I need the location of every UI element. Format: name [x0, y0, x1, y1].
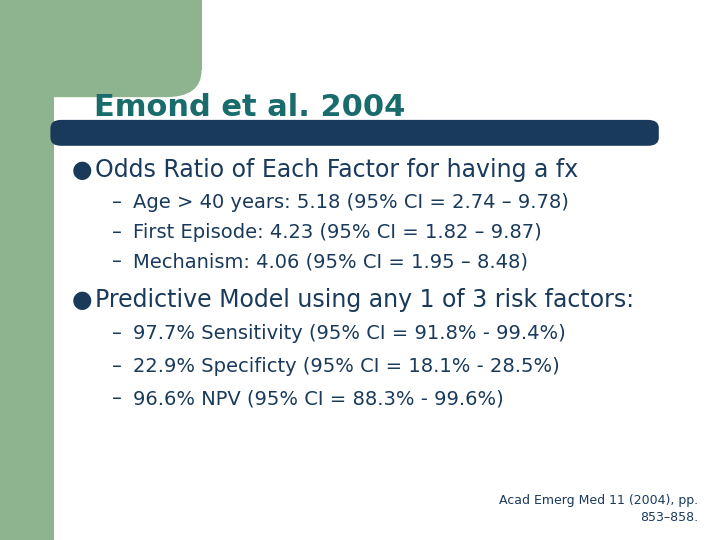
FancyBboxPatch shape — [0, 0, 202, 97]
Text: –: – — [112, 389, 122, 408]
Text: 22.9% Specificty (95% CI = 18.1% - 28.5%): 22.9% Specificty (95% CI = 18.1% - 28.5%… — [133, 356, 560, 376]
Text: –: – — [112, 252, 122, 272]
Text: ●: ● — [72, 288, 93, 312]
Text: Mechanism: 4.06 (95% CI = 1.95 – 8.48): Mechanism: 4.06 (95% CI = 1.95 – 8.48) — [133, 252, 528, 272]
Text: –: – — [112, 193, 122, 212]
Text: –: – — [112, 324, 122, 343]
Bar — [0, 0, 166, 97]
Text: ●: ● — [72, 158, 93, 182]
Text: First Episode: 4.23 (95% CI = 1.82 – 9.87): First Episode: 4.23 (95% CI = 1.82 – 9.8… — [133, 222, 542, 242]
Bar — [0, 0, 54, 540]
Text: –: – — [112, 356, 122, 376]
Text: Predictive Model using any 1 of 3 risk factors:: Predictive Model using any 1 of 3 risk f… — [95, 288, 634, 312]
Text: Emond et al. 2004: Emond et al. 2004 — [94, 93, 405, 123]
Text: 97.7% Sensitivity (95% CI = 91.8% - 99.4%): 97.7% Sensitivity (95% CI = 91.8% - 99.4… — [133, 324, 566, 343]
Bar — [0, 0, 202, 70]
Text: Acad Emerg Med 11 (2004), pp.
853–858.: Acad Emerg Med 11 (2004), pp. 853–858. — [499, 494, 698, 524]
Text: Odds Ratio of Each Factor for having a fx: Odds Ratio of Each Factor for having a f… — [95, 158, 578, 182]
Text: Age > 40 years: 5.18 (95% CI = 2.74 – 9.78): Age > 40 years: 5.18 (95% CI = 2.74 – 9.… — [133, 193, 569, 212]
Text: –: – — [112, 222, 122, 242]
FancyBboxPatch shape — [50, 120, 659, 146]
Text: 96.6% NPV (95% CI = 88.3% - 99.6%): 96.6% NPV (95% CI = 88.3% - 99.6%) — [133, 389, 504, 408]
